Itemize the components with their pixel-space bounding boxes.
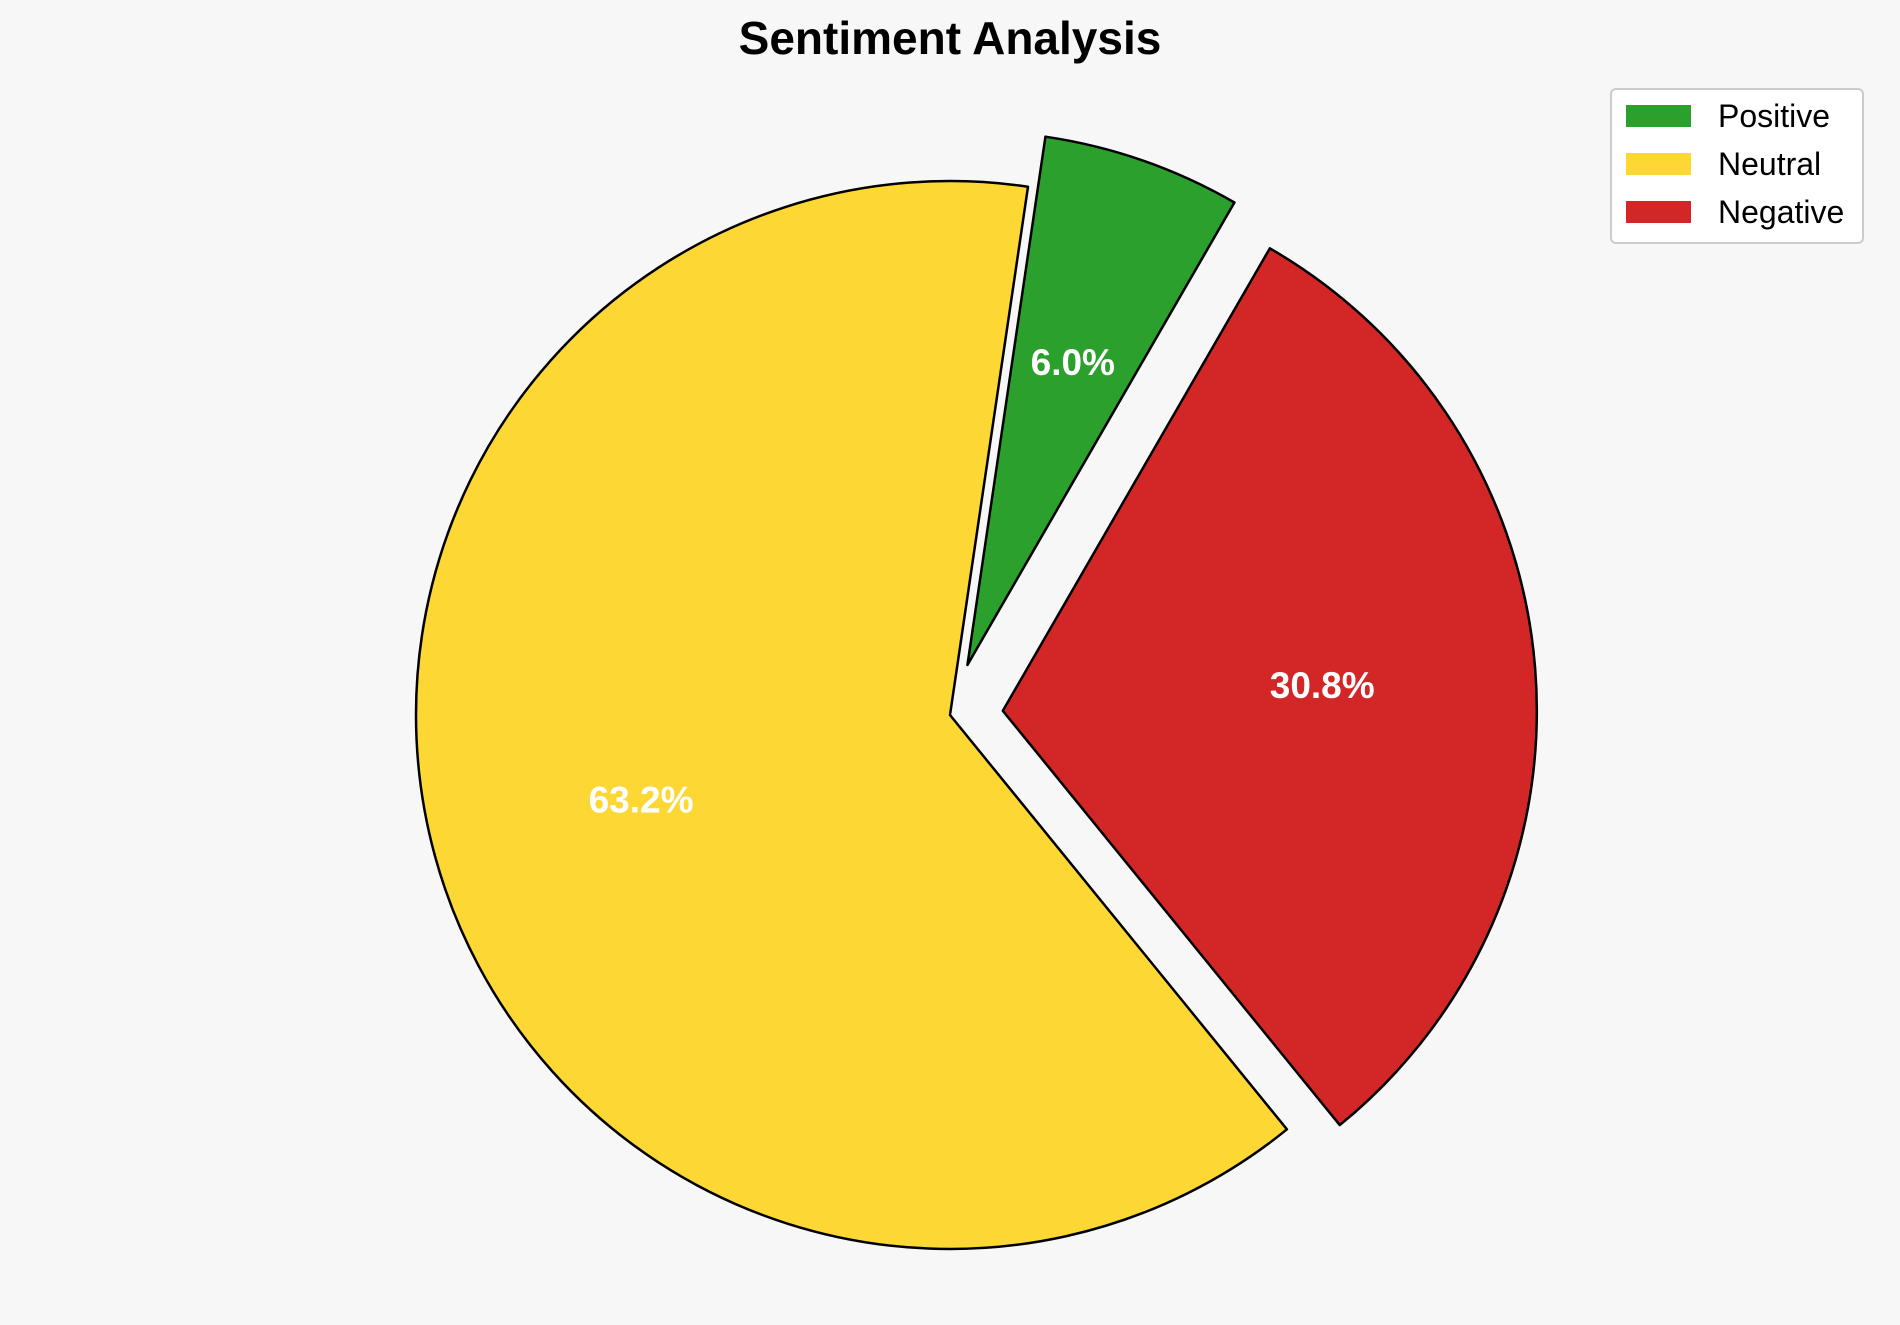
chart-title: Sentiment Analysis <box>739 12 1162 64</box>
legend-label-positive: Positive <box>1718 98 1830 134</box>
legend-label-neutral: Neutral <box>1718 146 1821 182</box>
pie-slice-negative <box>1001 247 1539 1127</box>
pie-slices <box>414 135 1539 1251</box>
legend: Positive Neutral Negative <box>1610 88 1864 244</box>
slice-label-negative: 30.8% <box>1270 665 1375 706</box>
pie-slice-labels: 6.0% 63.2% 30.8% <box>589 342 1375 820</box>
legend-label-negative: Negative <box>1718 194 1844 230</box>
pie-slice-positive <box>966 135 1236 667</box>
slice-label-neutral: 63.2% <box>589 779 694 820</box>
legend-swatch-negative <box>1626 201 1691 223</box>
pie-slice-neutral <box>414 179 1289 1251</box>
legend-swatch-neutral <box>1626 153 1691 175</box>
legend-swatch-positive <box>1626 105 1691 127</box>
slice-label-positive: 6.0% <box>1031 342 1115 383</box>
legend-items: Positive Neutral Negative <box>1626 98 1844 230</box>
